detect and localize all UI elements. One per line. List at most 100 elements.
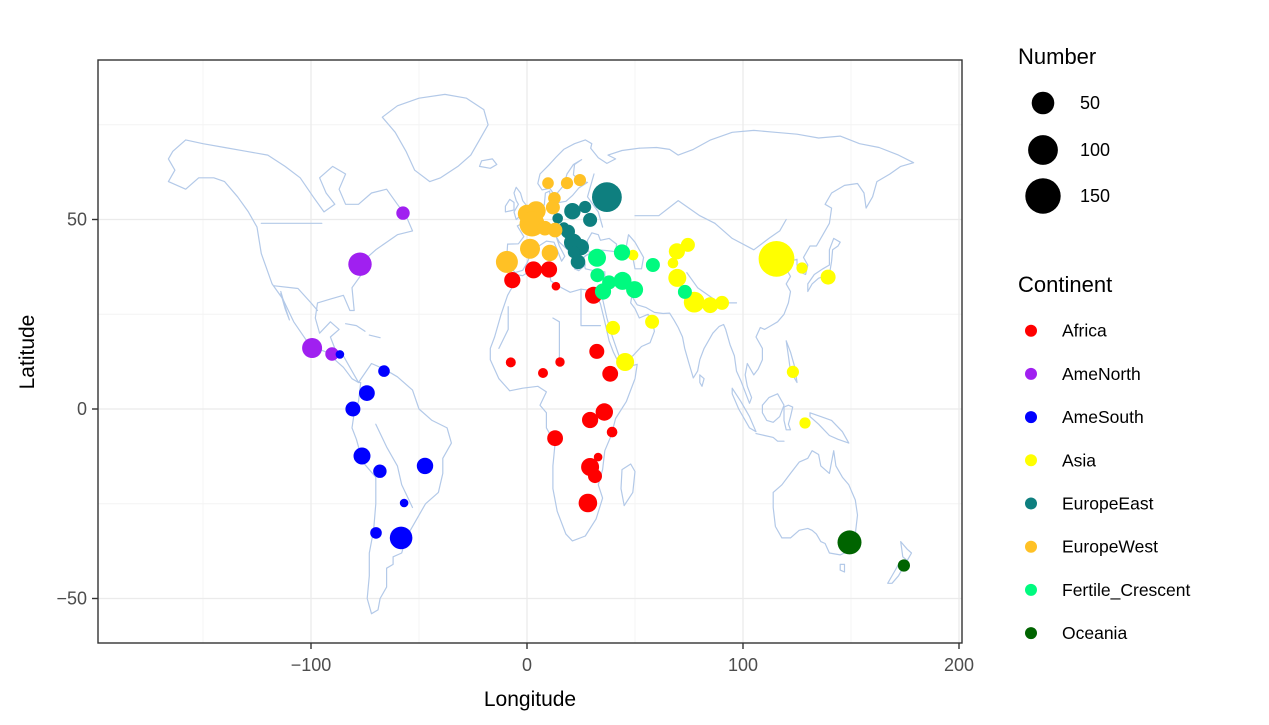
series-AmeNorth: [302, 206, 410, 361]
data-point: [595, 403, 613, 421]
data-point: [335, 350, 345, 359]
data-point: [345, 401, 361, 417]
data-point: [551, 281, 561, 291]
data-point: [325, 347, 339, 361]
size-legend-label: 50: [1080, 93, 1100, 113]
data-point: [677, 284, 692, 299]
legend-label: Oceania: [1062, 623, 1127, 643]
legend-item-fertile_crescent: Fertile_Crescent: [1025, 580, 1191, 601]
legend-swatch: [1025, 367, 1037, 380]
data-point: [542, 177, 554, 189]
legend-swatch: [1025, 454, 1037, 467]
legend-item-amesouth: AmeSouth: [1025, 407, 1144, 427]
data-point: [505, 357, 516, 368]
x-tick-label: 0: [522, 655, 532, 675]
legend-item-oceania: Oceania: [1025, 623, 1127, 643]
legend-swatch: [1025, 540, 1037, 553]
legend-swatch: [1025, 583, 1037, 596]
data-point: [799, 417, 811, 429]
axes: −100 0 100 200 50 0 −50: [56, 210, 974, 676]
data-point: [588, 469, 602, 484]
data-point: [583, 212, 598, 227]
x-tick-label: 100: [728, 655, 758, 675]
data-point: [702, 297, 719, 314]
data-point: [378, 365, 390, 377]
x-tick-label: 200: [944, 655, 974, 675]
data-point: [540, 261, 558, 278]
data-point: [547, 222, 563, 238]
data-point: [370, 527, 382, 539]
size-legend-key: [1028, 135, 1058, 165]
legend-label: EuropeEast: [1062, 494, 1154, 514]
data-point: [541, 244, 559, 262]
data-point: [564, 203, 581, 220]
data-point: [504, 272, 521, 289]
data-point: [389, 526, 413, 550]
legend-swatch: [1025, 411, 1037, 424]
series-EuropeWest: [495, 174, 587, 273]
legend-label: AmeSouth: [1062, 407, 1144, 427]
data-point: [495, 250, 518, 273]
size-legend-key: [1025, 178, 1061, 214]
size-legend-label: 150: [1080, 186, 1110, 206]
y-tick-label: −50: [56, 589, 87, 609]
series-Africa: [504, 261, 619, 513]
legend-label: EuropeWest: [1062, 537, 1158, 557]
data-point: [555, 357, 565, 367]
plot-panel: [98, 60, 962, 643]
data-point: [627, 249, 639, 261]
x-axis-title: Longitude: [483, 688, 577, 711]
data-point: [570, 254, 586, 270]
data-point: [786, 365, 800, 378]
legend-item-africa: Africa: [1025, 321, 1107, 341]
data-point: [616, 353, 635, 371]
data-point: [820, 269, 836, 285]
data-point: [560, 177, 574, 190]
data-point: [606, 426, 618, 438]
data-point: [416, 457, 434, 475]
data-point: [602, 365, 619, 382]
data-point: [606, 320, 620, 335]
data-point: [796, 262, 808, 274]
legend-swatch: [1025, 497, 1037, 510]
data-point: [582, 411, 599, 429]
color-legend: Africa AmeNorth AmeSouth Asia EuropeEast Euro…: [1025, 321, 1191, 643]
legend-label: Fertile_Crescent: [1062, 580, 1191, 601]
data-point: [592, 182, 622, 213]
y-tick-label: 50: [67, 210, 87, 230]
data-point: [667, 257, 679, 269]
data-point: [520, 238, 540, 259]
data-point: [758, 241, 795, 277]
legend-swatch: [1025, 627, 1037, 640]
data-point: [613, 244, 631, 261]
series-AmeSouth: [335, 350, 434, 550]
data-point: [589, 343, 605, 359]
data-point: [837, 530, 862, 555]
series-Oceania: [837, 530, 911, 572]
x-tick-label: −100: [291, 655, 332, 675]
legend-item-amenorth: AmeNorth: [1025, 364, 1141, 384]
y-axis-title: Latitude: [16, 314, 39, 390]
data-point: [538, 368, 548, 378]
data-point: [552, 213, 563, 224]
data-point: [579, 200, 592, 214]
gridlines: [98, 60, 962, 643]
legend-label: Asia: [1062, 450, 1096, 470]
data-points: [302, 174, 911, 572]
data-point: [396, 206, 410, 220]
data-point: [373, 464, 387, 478]
data-point: [348, 252, 372, 276]
data-point: [588, 248, 606, 267]
size-legend: 50 100 150: [1025, 91, 1110, 214]
data-point: [359, 385, 375, 401]
legend-label: Africa: [1062, 321, 1107, 341]
data-point: [547, 430, 563, 447]
data-point: [602, 275, 617, 290]
legend-label: AmeNorth: [1062, 364, 1141, 384]
data-point: [525, 261, 542, 279]
data-point: [613, 271, 632, 290]
color-legend-title: Continent: [1018, 272, 1113, 297]
panel-border: [97, 59, 963, 644]
